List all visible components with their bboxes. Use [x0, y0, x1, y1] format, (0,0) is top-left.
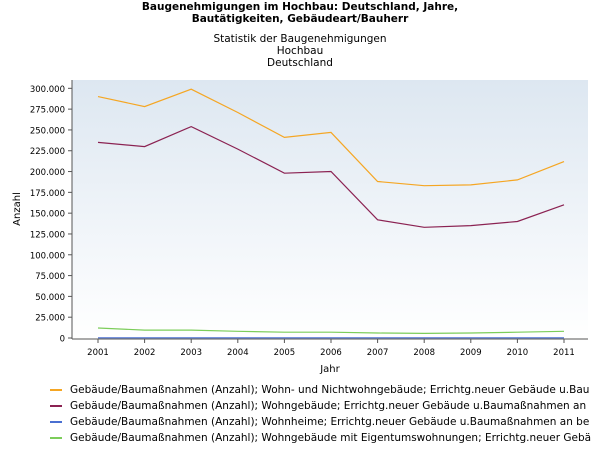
y-tick-label: 125.000: [30, 230, 65, 240]
legend-label: Gebäude/Baumaßnahmen (Anzahl); Wohnheime…: [70, 416, 590, 428]
x-tick-label: 2008: [413, 348, 435, 358]
legend-item: Gebäude/Baumaßnahmen (Anzahl); Wohngebäu…: [50, 398, 600, 414]
legend-swatch: [50, 389, 62, 391]
x-tick-label: 2005: [274, 348, 296, 358]
legend: Gebäude/Baumaßnahmen (Anzahl); Wohn- und…: [50, 382, 600, 446]
legend-swatch: [50, 405, 62, 407]
x-tick-label: 2002: [134, 348, 156, 358]
legend-label: Gebäude/Baumaßnahmen (Anzahl); Wohngebäu…: [70, 432, 592, 444]
x-tick-label: 2003: [180, 348, 202, 358]
y-axis-label: Anzahl: [12, 192, 23, 226]
plot-area: [72, 80, 588, 338]
y-tick-label: 150.000: [30, 210, 65, 220]
legend-label: Gebäude/Baumaßnahmen (Anzahl); Wohn- und…: [70, 384, 590, 396]
y-tick-label: 175.000: [30, 189, 65, 199]
x-axis-label: Jahr: [319, 364, 340, 375]
chart-subtitle-line-1: Statistik der Baugenehmigungen: [213, 33, 387, 45]
y-tick-label: 250.000: [30, 126, 65, 136]
series-line-4: [97, 327, 565, 335]
y-tick-label: 275.000: [30, 106, 65, 116]
x-tick-label: 2004: [227, 348, 249, 358]
chart-subtitle-line-3: Deutschland: [267, 57, 333, 69]
y-tick-label: 50.000: [35, 293, 65, 303]
legend-item: Gebäude/Baumaßnahmen (Anzahl); Wohn- und…: [50, 382, 600, 398]
legend-label: Gebäude/Baumaßnahmen (Anzahl); Wohngebäu…: [70, 400, 587, 412]
legend-item: Gebäude/Baumaßnahmen (Anzahl); Wohngebäu…: [50, 430, 600, 446]
y-tick-label: 200.000: [30, 168, 65, 178]
y-tick-label: 0: [60, 335, 65, 345]
x-tick-label: 2011: [553, 348, 575, 358]
legend-swatch: [50, 437, 62, 439]
x-tick-label: 2009: [460, 348, 482, 358]
legend-swatch: [50, 421, 62, 423]
chart-title-line-2: Bautätigkeiten, Gebäudeart/Bauherr: [191, 13, 409, 25]
series-line-1: [97, 88, 565, 187]
y-tick-label: 25.000: [35, 314, 65, 324]
y-tick-label: 75.000: [35, 272, 65, 282]
y-tick-label: 300.000: [30, 85, 65, 95]
chart-subtitle-line-2: Hochbau: [276, 45, 324, 57]
line-chart: 0 25.000 50.000 75.000 100.000 125.000 150.000…: [12, 80, 588, 375]
x-tick-label: 2010: [507, 348, 529, 358]
x-tick-label: 2007: [367, 348, 389, 358]
series-line-2: [97, 125, 565, 228]
y-tick-label: 225.000: [30, 147, 65, 157]
x-tick-label: 2006: [320, 348, 342, 358]
legend-item: Gebäude/Baumaßnahmen (Anzahl); Wohnheime…: [50, 414, 600, 430]
chart-title-line-1: Baugenehmigungen im Hochbau: Deutschland…: [141, 1, 459, 13]
y-tick-label: 100.000: [30, 251, 65, 261]
x-tick-label: 2001: [87, 348, 109, 358]
